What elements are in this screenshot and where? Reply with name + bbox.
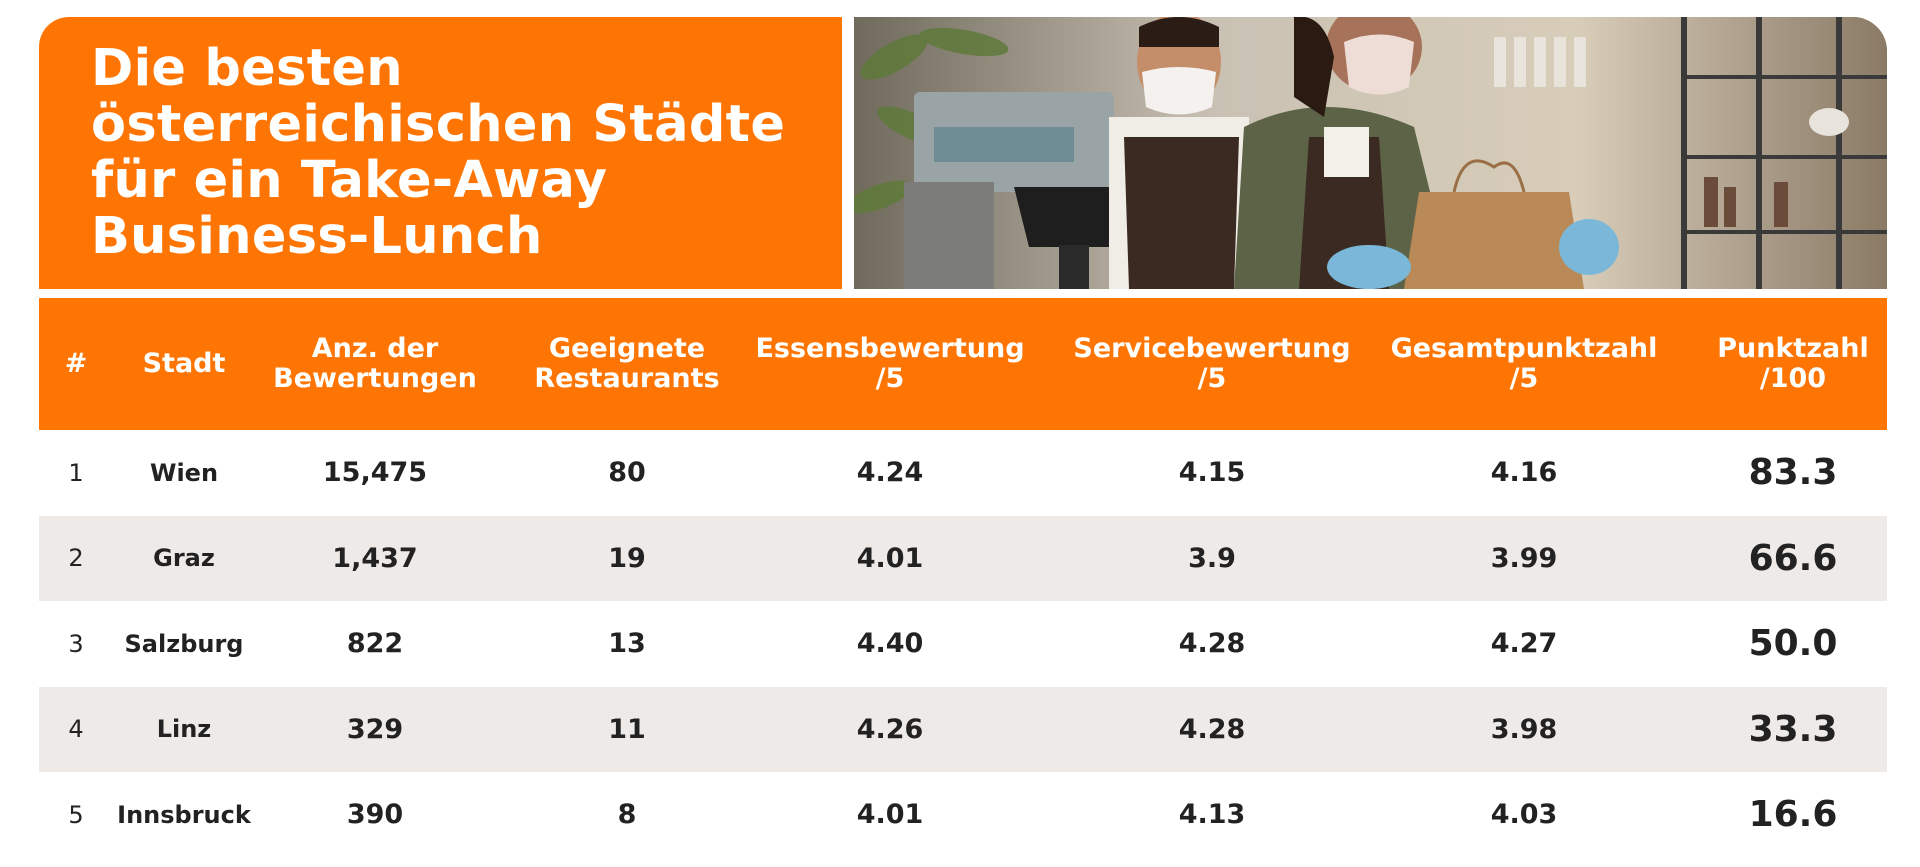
photo-illustration <box>854 17 1887 289</box>
table-row: 5 Innsbruck 390 8 4.01 4.13 4.03 16.6 <box>39 772 1887 858</box>
total-score-cell: 3.98 <box>1490 713 1558 745</box>
score-100-cell: 16.6 <box>1748 794 1838 836</box>
service-rating-cell: 4.28 <box>1178 713 1246 745</box>
review-count-cell: 822 <box>346 628 404 660</box>
city-cell: Wien <box>149 458 219 487</box>
rank-cell: 2 <box>68 544 84 573</box>
food-rating-cell: 4.40 <box>856 628 924 660</box>
food-rating-cell: 4.01 <box>856 542 924 574</box>
header-total-score: Gesamtpunktzahl/5 <box>1390 333 1658 394</box>
rank-cell: 3 <box>68 629 84 658</box>
review-count-cell: 15,475 <box>322 457 428 489</box>
header-restaurants: Geeignete Restaurants <box>534 333 720 394</box>
title-line: Die besten <box>91 39 403 98</box>
title-banner: Die besten österreichischen Städte für e… <box>39 17 842 289</box>
table-row: 2 Graz 1,437 19 4.01 3.9 3.99 66.6 <box>39 515 1887 601</box>
header-score-100: Punktzahl/100 <box>1717 333 1869 394</box>
restaurants-cell: 8 <box>617 799 637 831</box>
title-line: österreichischen Städte <box>91 95 786 154</box>
review-count-cell: 329 <box>346 713 404 745</box>
review-count-cell: 390 <box>346 799 404 831</box>
table-row: 4 Linz 329 11 4.26 4.28 3.98 33.3 <box>39 686 1887 772</box>
rank-cell: 4 <box>68 715 84 744</box>
infographic: Die besten österreichischen Städte für e… <box>39 17 1887 867</box>
table-header: # Stadt Anz. der Bewertungen Geeignete Res… <box>39 298 1887 430</box>
restaurants-cell: 19 <box>608 542 646 574</box>
food-rating-cell: 4.24 <box>856 457 924 489</box>
service-rating-cell: 4.13 <box>1178 799 1246 831</box>
table-row: 3 Salzburg 822 13 4.40 4.28 4.27 50.0 <box>39 601 1887 687</box>
total-score-cell: 4.16 <box>1490 457 1558 489</box>
city-cell: Graz <box>153 544 215 573</box>
table-row: 1 Wien 15,475 80 4.24 4.15 4.16 83.3 <box>39 430 1887 516</box>
food-rating-cell: 4.26 <box>856 713 924 745</box>
service-rating-cell: 4.28 <box>1178 628 1246 660</box>
header-food-rating: Essensbewertung/5 <box>755 333 1025 394</box>
total-score-cell: 4.03 <box>1490 799 1558 831</box>
header-service-rating: Servicebewertung/5 <box>1073 333 1351 394</box>
page-title: Die besten österreichischen Städte für e… <box>91 41 831 265</box>
header-rank: # <box>64 348 88 379</box>
title-line: Business-Lunch <box>91 207 543 266</box>
restaurants-cell: 13 <box>608 628 646 660</box>
service-rating-cell: 4.15 <box>1178 457 1246 489</box>
city-cell: Salzburg <box>124 629 244 658</box>
table-body: 1 Wien 15,475 80 4.24 4.15 4.16 83.3 2 G… <box>39 430 1887 858</box>
score-100-cell: 83.3 <box>1748 452 1838 494</box>
food-rating-cell: 4.01 <box>856 799 924 831</box>
score-100-cell: 66.6 <box>1748 537 1838 579</box>
total-score-cell: 4.27 <box>1490 628 1558 660</box>
score-100-cell: 50.0 <box>1748 623 1838 665</box>
header-city: Stadt <box>142 348 226 379</box>
city-cell: Innsbruck <box>117 800 251 829</box>
rank-cell: 5 <box>68 800 84 829</box>
restaurants-cell: 80 <box>608 457 646 489</box>
city-cell: Linz <box>156 715 212 744</box>
rank-cell: 1 <box>68 458 84 487</box>
title-line: für ein Take-Away <box>91 151 608 210</box>
restaurants-cell: 11 <box>608 713 646 745</box>
header-review-count: Anz. der Bewertungen <box>273 333 477 394</box>
cafe-staff-photo <box>854 17 1887 289</box>
review-count-cell: 1,437 <box>332 542 418 574</box>
total-score-cell: 3.99 <box>1490 542 1558 574</box>
score-100-cell: 33.3 <box>1748 708 1838 750</box>
service-rating-cell: 3.9 <box>1188 542 1236 574</box>
